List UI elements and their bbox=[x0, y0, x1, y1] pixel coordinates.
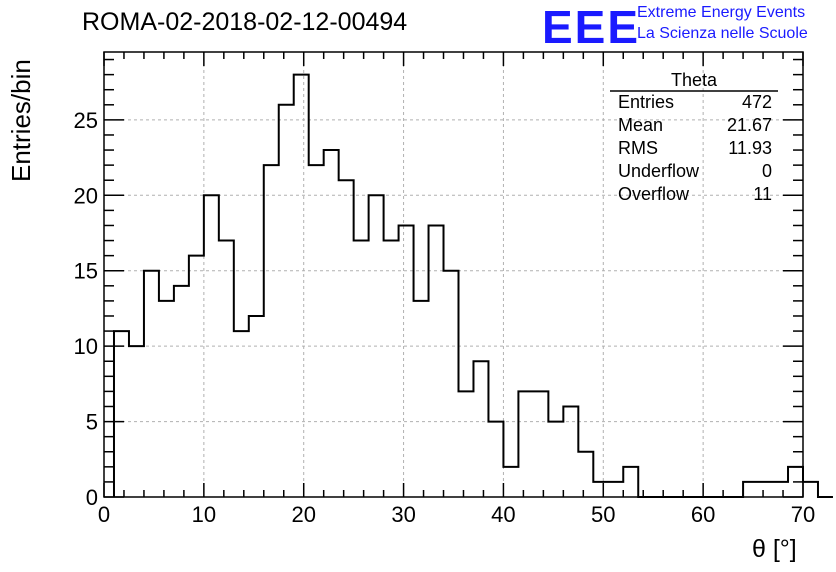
stats-row-underflow: Underflow 0 bbox=[618, 161, 772, 182]
stats-row-rms: RMS 11.93 bbox=[618, 138, 772, 159]
tick-labels: 0 10 20 30 40 50 60 70 0 5 10 15 20 25 bbox=[74, 108, 816, 527]
chart-title: ROMA-02-2018-02-12-00494 bbox=[82, 8, 408, 36]
x-tick-label: 20 bbox=[291, 502, 315, 527]
x-tick-label: 40 bbox=[491, 502, 515, 527]
eee-logo: EEE bbox=[542, 1, 641, 53]
y-tick-label: 25 bbox=[74, 108, 98, 133]
stats-label: RMS bbox=[618, 138, 658, 158]
y-tick-label: 20 bbox=[74, 183, 98, 208]
stats-row-overflow: Overflow 11 bbox=[618, 184, 772, 205]
stats-row-entries: Entries 472 bbox=[618, 92, 772, 113]
stats-value: 11 bbox=[753, 184, 772, 204]
x-tick-label: 60 bbox=[691, 502, 715, 527]
stats-label: Mean bbox=[618, 115, 664, 135]
x-tick-label: 0 bbox=[98, 502, 110, 527]
logo-caption: Extreme Energy Events La Scienza nelle S… bbox=[637, 2, 808, 44]
stats-value: 11.93 bbox=[728, 138, 772, 158]
stats-label: Underflow bbox=[618, 161, 700, 181]
y-tick-label: 10 bbox=[74, 334, 98, 359]
logo-line-2: La Scienza nelle Scuole bbox=[637, 25, 808, 42]
grid-lines bbox=[104, 52, 803, 497]
y-tick-label: 5 bbox=[86, 410, 98, 435]
plot-frame bbox=[103, 51, 804, 498]
stats-value: 472 bbox=[741, 92, 772, 112]
stats-value: 0 bbox=[761, 161, 772, 181]
x-tick-label: 30 bbox=[391, 502, 415, 527]
stats-label: Overflow bbox=[618, 184, 690, 204]
stats-value: 21.67 bbox=[726, 115, 772, 135]
logo-line-1: Extreme Energy Events bbox=[637, 4, 806, 21]
x-tick-label: 50 bbox=[591, 502, 615, 527]
y-tick-label: 0 bbox=[86, 485, 98, 510]
x-tick-label: 10 bbox=[192, 502, 216, 527]
stats-label: Entries bbox=[618, 92, 675, 112]
y-tick-label: 15 bbox=[74, 259, 98, 284]
x-axis-label: θ [°] bbox=[752, 535, 797, 563]
x-tick-label: 70 bbox=[791, 502, 815, 527]
y-axis-label: Entries/bin bbox=[6, 59, 36, 182]
axis-ticks bbox=[103, 52, 804, 498]
stats-box-title: Theta bbox=[670, 70, 718, 90]
stats-row-mean: Mean 21.67 bbox=[618, 115, 772, 136]
